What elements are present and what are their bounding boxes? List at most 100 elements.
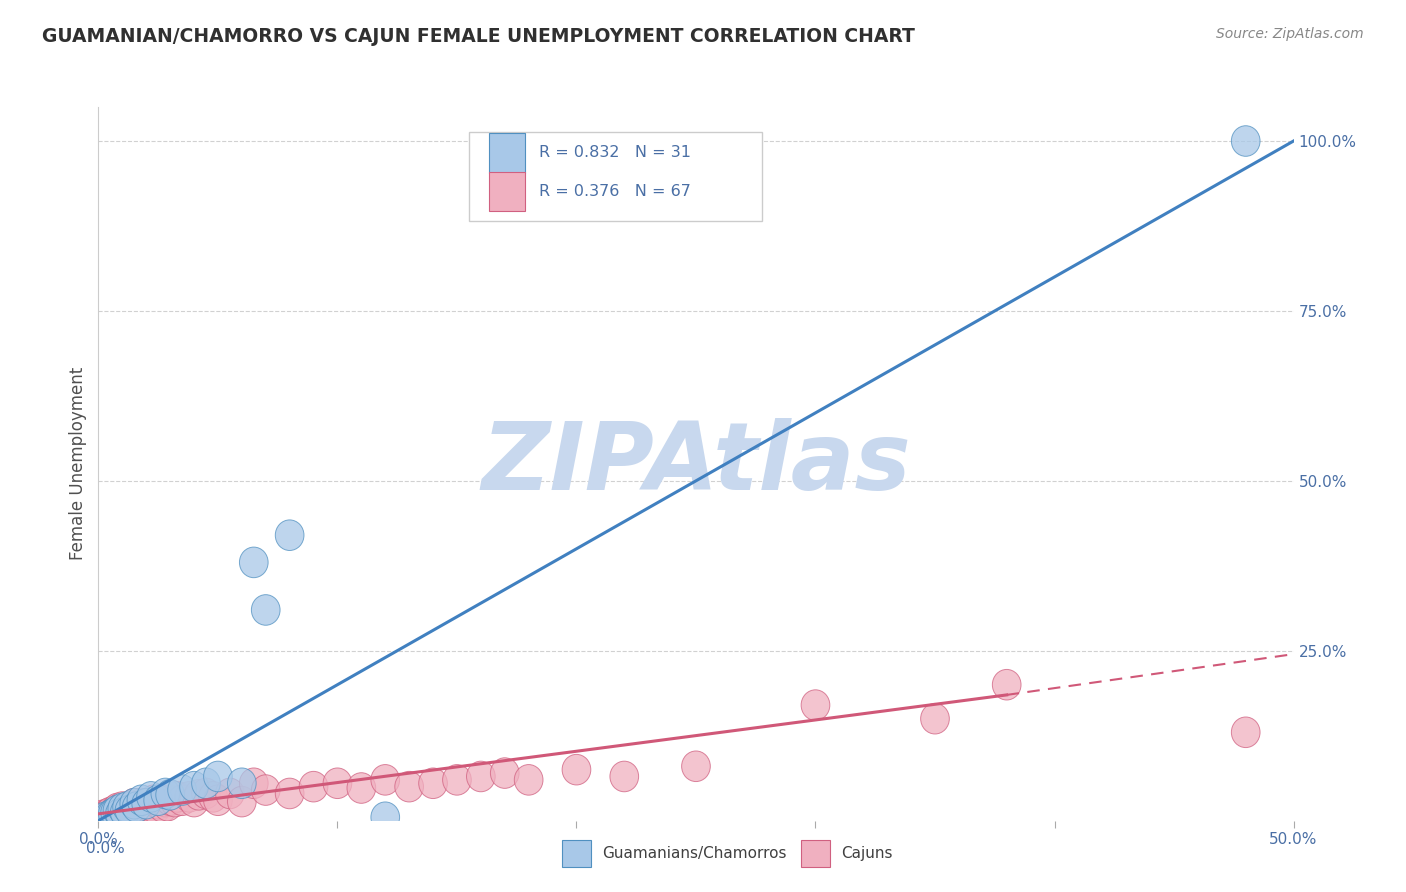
Text: GUAMANIAN/CHAMORRO VS CAJUN FEMALE UNEMPLOYMENT CORRELATION CHART: GUAMANIAN/CHAMORRO VS CAJUN FEMALE UNEMP… xyxy=(42,27,915,45)
Text: Guamanians/Chamorros: Guamanians/Chamorros xyxy=(602,847,786,861)
Ellipse shape xyxy=(180,772,208,802)
Ellipse shape xyxy=(87,802,115,832)
Ellipse shape xyxy=(371,764,399,795)
Ellipse shape xyxy=(167,775,197,805)
Text: ZIPAtlas: ZIPAtlas xyxy=(481,417,911,510)
Ellipse shape xyxy=(610,761,638,792)
Ellipse shape xyxy=(146,785,174,815)
Ellipse shape xyxy=(122,795,150,826)
Ellipse shape xyxy=(395,772,423,802)
Ellipse shape xyxy=(132,795,160,826)
Ellipse shape xyxy=(191,768,221,798)
Ellipse shape xyxy=(467,761,495,792)
Ellipse shape xyxy=(1232,717,1260,747)
Ellipse shape xyxy=(443,764,471,795)
Ellipse shape xyxy=(98,798,127,830)
Ellipse shape xyxy=(167,785,197,815)
Ellipse shape xyxy=(276,520,304,550)
Ellipse shape xyxy=(139,785,167,815)
Text: R = 0.376   N = 67: R = 0.376 N = 67 xyxy=(540,184,692,199)
Ellipse shape xyxy=(153,790,183,821)
Ellipse shape xyxy=(108,793,136,823)
Ellipse shape xyxy=(120,789,149,819)
Ellipse shape xyxy=(180,787,208,817)
Ellipse shape xyxy=(101,795,129,826)
Ellipse shape xyxy=(127,785,156,815)
Ellipse shape xyxy=(174,781,204,812)
Ellipse shape xyxy=(125,792,153,822)
Ellipse shape xyxy=(89,800,118,830)
Ellipse shape xyxy=(204,785,232,815)
Text: Source: ZipAtlas.com: Source: ZipAtlas.com xyxy=(1216,27,1364,41)
Ellipse shape xyxy=(129,793,157,823)
Ellipse shape xyxy=(1232,126,1260,156)
Ellipse shape xyxy=(96,800,125,830)
Ellipse shape xyxy=(515,764,543,795)
Ellipse shape xyxy=(112,792,142,822)
Ellipse shape xyxy=(111,797,139,828)
Ellipse shape xyxy=(323,768,352,798)
Ellipse shape xyxy=(149,792,177,822)
Ellipse shape xyxy=(91,801,120,832)
Ellipse shape xyxy=(108,795,136,826)
Ellipse shape xyxy=(111,797,139,828)
Ellipse shape xyxy=(132,790,160,821)
Ellipse shape xyxy=(252,775,280,805)
Ellipse shape xyxy=(103,797,132,828)
Ellipse shape xyxy=(120,789,149,819)
Ellipse shape xyxy=(276,778,304,809)
Ellipse shape xyxy=(132,789,160,819)
Ellipse shape xyxy=(204,761,232,792)
Ellipse shape xyxy=(105,798,135,830)
Ellipse shape xyxy=(96,800,125,830)
Ellipse shape xyxy=(239,547,269,578)
Ellipse shape xyxy=(136,781,166,812)
Ellipse shape xyxy=(142,793,170,823)
Ellipse shape xyxy=(101,800,129,830)
Ellipse shape xyxy=(215,778,245,809)
Ellipse shape xyxy=(127,789,156,819)
Ellipse shape xyxy=(156,780,184,810)
Ellipse shape xyxy=(228,787,256,817)
Ellipse shape xyxy=(103,793,132,823)
Text: R = 0.832   N = 31: R = 0.832 N = 31 xyxy=(540,145,692,161)
Ellipse shape xyxy=(191,778,221,809)
Ellipse shape xyxy=(239,768,269,798)
Ellipse shape xyxy=(91,802,120,832)
Ellipse shape xyxy=(150,787,180,817)
Ellipse shape xyxy=(156,785,184,815)
Ellipse shape xyxy=(108,792,136,822)
Ellipse shape xyxy=(150,778,180,809)
FancyBboxPatch shape xyxy=(470,132,762,221)
Ellipse shape xyxy=(801,690,830,721)
Ellipse shape xyxy=(105,798,135,830)
Ellipse shape xyxy=(143,785,173,815)
Ellipse shape xyxy=(921,704,949,734)
Ellipse shape xyxy=(682,751,710,781)
Ellipse shape xyxy=(184,780,214,810)
Bar xyxy=(489,133,524,172)
Ellipse shape xyxy=(347,772,375,804)
Ellipse shape xyxy=(96,797,125,828)
Ellipse shape xyxy=(562,755,591,785)
Ellipse shape xyxy=(371,802,399,832)
Ellipse shape xyxy=(120,792,149,822)
Ellipse shape xyxy=(115,795,143,826)
Ellipse shape xyxy=(491,758,519,789)
Ellipse shape xyxy=(143,789,173,819)
Ellipse shape xyxy=(98,798,127,830)
Ellipse shape xyxy=(135,789,163,819)
Ellipse shape xyxy=(419,768,447,798)
Ellipse shape xyxy=(299,772,328,802)
Text: Cajuns: Cajuns xyxy=(841,847,893,861)
Ellipse shape xyxy=(136,792,166,822)
Ellipse shape xyxy=(163,781,191,812)
Y-axis label: Female Unemployment: Female Unemployment xyxy=(69,368,87,560)
Ellipse shape xyxy=(118,798,146,830)
Ellipse shape xyxy=(252,595,280,625)
Ellipse shape xyxy=(993,669,1021,700)
Ellipse shape xyxy=(94,798,122,830)
Ellipse shape xyxy=(228,768,256,798)
Ellipse shape xyxy=(160,787,190,817)
Text: 0.0%: 0.0% xyxy=(87,841,125,856)
